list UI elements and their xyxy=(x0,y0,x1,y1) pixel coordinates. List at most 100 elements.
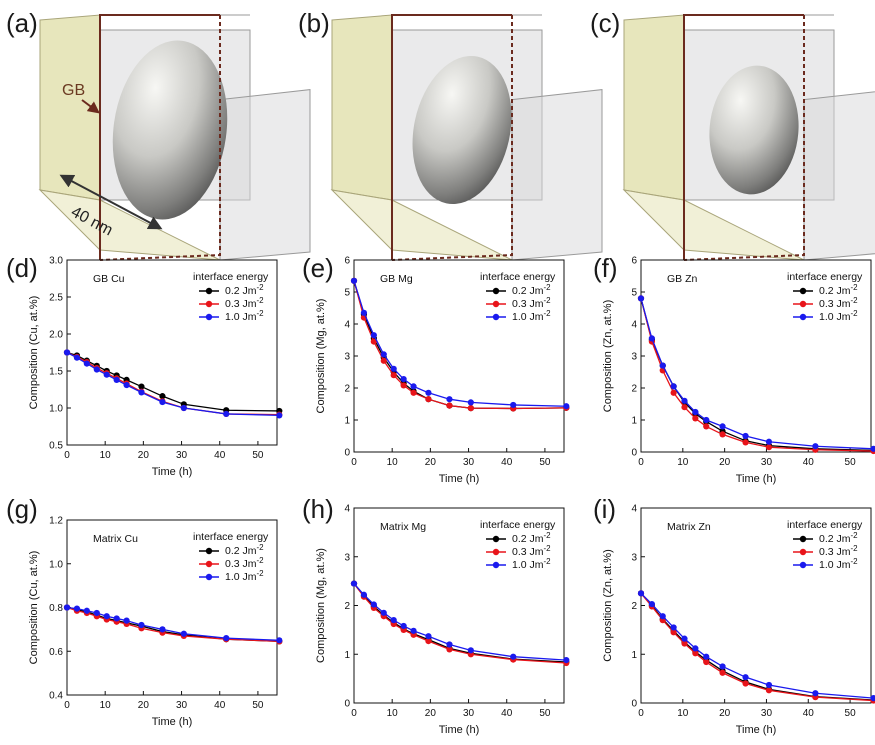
data-point xyxy=(276,637,283,644)
data-point xyxy=(659,613,666,620)
legend-label: 1.0 Jm-2 xyxy=(819,557,858,571)
data-point xyxy=(681,635,688,642)
legend-series-name: 0.3 xyxy=(819,546,837,558)
legend-unit: Jm xyxy=(837,533,851,545)
x-tick-label: 0 xyxy=(64,450,70,461)
legend-label: 0.3 Jm-2 xyxy=(225,556,264,570)
data-point xyxy=(446,402,453,409)
legend-unit-exponent: -2 xyxy=(851,309,859,318)
data-point xyxy=(637,590,645,597)
data-point xyxy=(103,371,110,378)
y-tick-label: 0.8 xyxy=(49,603,63,614)
y-tick-label: 6 xyxy=(344,256,350,267)
legend-unit: Jm xyxy=(530,298,544,310)
x-tick-label: 0 xyxy=(351,708,357,719)
x-tick-label: 20 xyxy=(719,708,731,719)
data-point xyxy=(350,580,358,587)
legend-unit-exponent: -2 xyxy=(851,531,859,540)
data-point xyxy=(742,680,749,687)
x-tick-label: 30 xyxy=(463,457,475,468)
precipitate-ellipsoid xyxy=(412,55,512,205)
inset-title: GB Cu xyxy=(93,273,125,285)
inset-title: Matrix Zn xyxy=(667,521,711,533)
data-point xyxy=(510,653,517,660)
legend-unit: Jm xyxy=(530,285,544,297)
y-tick-label: 0 xyxy=(344,448,350,459)
legend-label: 1.0 Jm-2 xyxy=(512,309,551,323)
legend-series-name: 0.2 xyxy=(819,533,837,545)
data-point xyxy=(360,591,368,598)
x-axis-title: Time (h) xyxy=(736,724,777,736)
data-point xyxy=(510,401,517,409)
legend-unit: Jm xyxy=(243,545,257,557)
legend-marker xyxy=(492,561,500,569)
data-point xyxy=(812,443,819,450)
data-point xyxy=(742,432,749,440)
x-tick-label: 30 xyxy=(176,450,188,461)
x-tick-label: 30 xyxy=(761,457,773,468)
gb-plane-edge-dashed xyxy=(391,15,513,261)
legend-unit: Jm xyxy=(837,285,851,297)
x-tick-label: 20 xyxy=(425,708,437,719)
x-tick-label: 50 xyxy=(845,708,857,719)
legend-label: 1.0 Jm-2 xyxy=(225,309,264,323)
data-point xyxy=(113,615,120,622)
panel-label: (g) xyxy=(6,494,38,524)
legend-unit-exponent: -2 xyxy=(544,309,552,318)
panel-label: (c) xyxy=(590,8,620,38)
y-tick-label: 0 xyxy=(344,699,350,710)
data-point xyxy=(659,362,666,369)
data-point xyxy=(390,617,397,624)
y-tick-label: 1 xyxy=(344,416,350,427)
data-point xyxy=(670,624,677,631)
inset-title: GB Zn xyxy=(667,273,698,285)
y-tick-label: 2 xyxy=(344,384,350,395)
data-point xyxy=(719,669,726,676)
legend-marker xyxy=(205,313,213,321)
x-tick-label: 40 xyxy=(803,457,815,468)
data-point xyxy=(138,621,145,629)
x-tick-label: 40 xyxy=(501,457,513,468)
legend-unit-exponent: -2 xyxy=(257,556,265,565)
y-tick-label: 2.5 xyxy=(49,293,63,304)
data-point xyxy=(648,600,655,608)
x-tick-label: 30 xyxy=(463,708,475,719)
legend-unit: Jm xyxy=(243,311,257,323)
legend-marker xyxy=(799,300,807,308)
data-point xyxy=(223,635,230,642)
y-axis-title: Composition (Cu, at.%) xyxy=(28,551,40,665)
x-tick-label: 40 xyxy=(214,700,226,711)
data-point xyxy=(390,372,397,379)
chart-matrix-zn: 0 10 20 30 40 50 0 1 2 3 4 Time (h) Composition (Zn,… xyxy=(593,494,875,736)
legend-title: interface energy xyxy=(480,519,556,531)
legend-label: 0.2 Jm-2 xyxy=(225,283,264,297)
inset-title: Matrix Mg xyxy=(380,521,426,533)
box-front-face xyxy=(219,89,311,261)
data-point xyxy=(681,404,688,411)
box-front-face xyxy=(803,91,875,261)
legend-series-name: 1.0 xyxy=(225,571,243,583)
y-tick-label: 2 xyxy=(344,601,350,612)
data-point xyxy=(360,309,368,316)
data-point xyxy=(390,365,397,372)
legend-unit: Jm xyxy=(530,311,544,323)
data-point xyxy=(93,366,100,373)
data-point xyxy=(670,383,677,390)
legend-unit-exponent: -2 xyxy=(544,557,552,566)
legend-label: 0.2 Jm-2 xyxy=(512,283,551,297)
y-tick-label: 2 xyxy=(631,384,637,395)
legend-series-name: 1.0 xyxy=(512,311,530,323)
legend-marker xyxy=(492,548,500,556)
data-point xyxy=(670,629,677,636)
x-tick-label: 50 xyxy=(252,450,264,461)
y-tick-label: 0 xyxy=(631,699,637,710)
legend-unit: Jm xyxy=(837,546,851,558)
legend-marker xyxy=(205,547,213,555)
legend-title: interface energy xyxy=(787,519,863,531)
legend-series-name: 1.0 xyxy=(512,559,530,571)
y-tick-label: 5 xyxy=(631,288,637,299)
data-point xyxy=(703,653,710,660)
legend-marker xyxy=(205,560,213,568)
data-point xyxy=(425,637,432,645)
legend-unit-exponent: -2 xyxy=(544,283,552,292)
